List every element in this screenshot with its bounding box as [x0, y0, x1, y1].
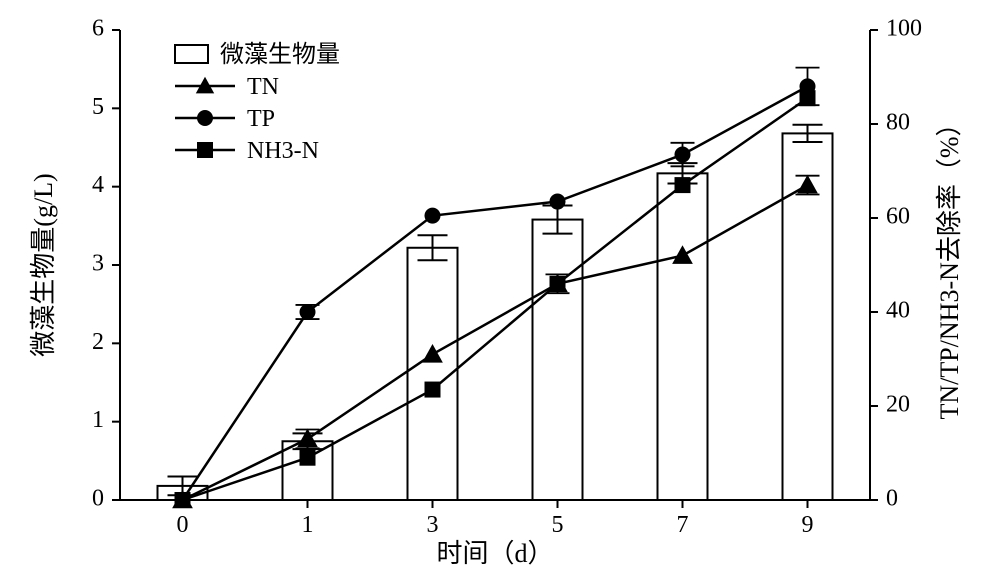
chart-container: 0123456020406080100013579时间（d）微藻生物量(g/L)…: [0, 0, 1000, 587]
y-right-tick-label: 60: [886, 204, 910, 230]
bar: [533, 220, 583, 500]
y-left-tick-label: 1: [92, 407, 104, 433]
legend-bar-swatch: [175, 45, 208, 63]
y-right-tick-label: 100: [886, 16, 922, 42]
y-left-tick-label: 5: [92, 94, 104, 120]
y-right-tick-label: 40: [886, 298, 910, 324]
y-left-axis-label: 微藻生物量(g/L): [29, 173, 58, 356]
y-left-tick-label: 0: [92, 486, 104, 512]
y-left-tick-label: 6: [92, 16, 104, 42]
combo-chart: 0123456020406080100013579时间（d）微藻生物量(g/L)…: [0, 0, 1000, 587]
x-tick-label: 3: [427, 512, 439, 538]
y-left-tick-label: 3: [92, 251, 104, 277]
legend-label: 微藻生物量: [220, 41, 340, 68]
legend-label: TP: [247, 106, 275, 132]
x-tick-label: 1: [302, 512, 314, 538]
y-left-tick-label: 2: [92, 329, 104, 355]
x-tick-label: 0: [177, 512, 189, 538]
bar: [658, 173, 708, 500]
x-axis-label: 时间（d）: [436, 539, 553, 568]
y-right-tick-label: 20: [886, 392, 910, 418]
legend-label: NH3-N: [247, 138, 319, 164]
y-right-axis-label: TN/TP/NH3-N去除率（%）: [935, 110, 964, 419]
x-tick-label: 9: [802, 512, 814, 538]
y-right-tick-label: 80: [886, 110, 910, 136]
y-right-tick-label: 0: [886, 486, 898, 512]
x-tick-label: 5: [552, 512, 564, 538]
y-left-tick-label: 4: [92, 172, 104, 198]
legend-label: TN: [247, 74, 279, 100]
x-tick-label: 7: [677, 512, 689, 538]
